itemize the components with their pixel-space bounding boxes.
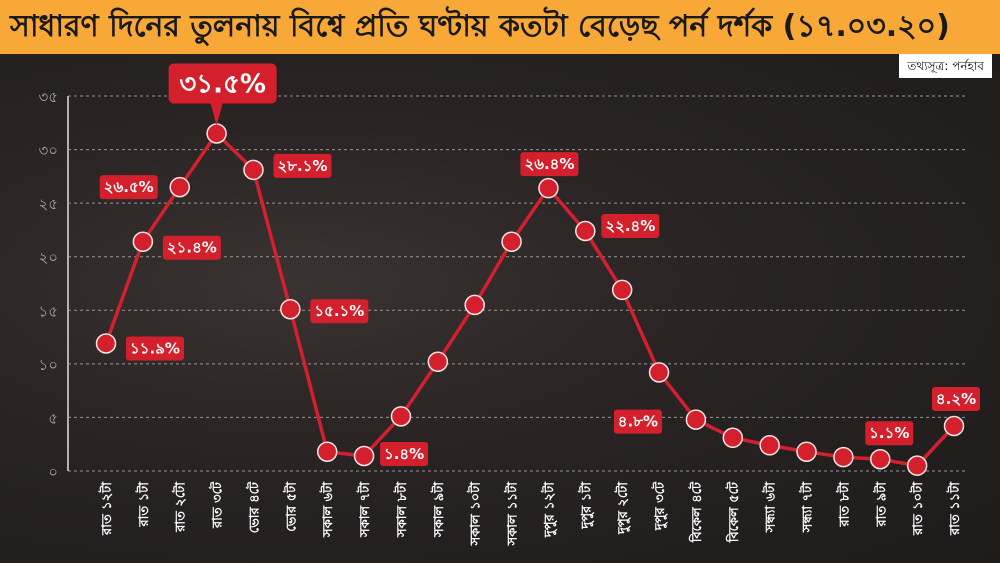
data-point xyxy=(280,298,301,320)
x-tick-label: রাত ১১টা xyxy=(946,481,963,536)
data-point xyxy=(464,294,485,316)
value-label: ২৬.৫% xyxy=(104,178,154,196)
data-point xyxy=(759,435,780,456)
data-point xyxy=(390,406,412,427)
data-point xyxy=(833,446,854,468)
x-tick-label: বিকেল ৪টে xyxy=(688,481,705,543)
value-label: ২১.৪% xyxy=(167,239,217,257)
value-label-box xyxy=(162,235,221,260)
x-tick-label: ভোর ৪টে xyxy=(245,481,262,533)
value-label-box xyxy=(99,175,158,200)
peak-value-label: ৩১.৫% xyxy=(179,70,266,100)
value-label: ১৫.১% xyxy=(314,302,364,320)
data-point xyxy=(538,177,559,199)
value-label: ২২.৪% xyxy=(605,217,655,235)
value-label-box xyxy=(310,299,369,324)
data-point xyxy=(870,448,891,470)
highlight-label-box xyxy=(168,63,277,104)
value-label-box xyxy=(273,153,332,178)
value-label-box xyxy=(613,409,662,434)
value-label-box xyxy=(932,387,980,411)
x-tick-label: সন্ধ্যা ৬টা xyxy=(762,481,779,533)
x-tick-label: সকাল ৯টা xyxy=(430,481,447,538)
data-point xyxy=(169,176,190,198)
y-tick-label: ১৫ xyxy=(39,302,58,320)
x-tick-label: বিকেল ৫টে xyxy=(725,481,742,543)
x-tick-label: রাত ১টা xyxy=(135,481,152,528)
value-label: ২৬.৪% xyxy=(524,155,574,173)
x-tick-label: সন্ধ্যা ৭টা xyxy=(799,481,816,533)
x-tick-label: দুপুর ১টা xyxy=(577,481,595,530)
x-tick-label: রাত ২টো xyxy=(172,481,189,533)
data-point xyxy=(943,415,965,437)
x-tick-label: সকাল ১০টা xyxy=(467,481,484,547)
source-credit: তথ্যসূত্র: পর্নহাব xyxy=(899,54,992,78)
x-tick-label: সকাল ৮টা xyxy=(393,481,410,538)
data-point xyxy=(132,231,154,252)
data-point xyxy=(243,159,264,181)
x-tick-label: সকাল ১১টা xyxy=(504,481,521,547)
data-point xyxy=(501,231,522,252)
x-tick-label: দুপুর ১২টা xyxy=(540,481,558,538)
data-point xyxy=(316,441,338,462)
data-point xyxy=(906,455,928,476)
data-point xyxy=(685,409,707,430)
x-tick-label: দুপুর ৩টে xyxy=(651,481,669,531)
chart-title: সাধারণ দিনের তুলনায় বিশ্বে প্রতি ঘণ্টায… xyxy=(10,9,950,44)
x-tick-label: রাত ১২টা xyxy=(98,481,115,536)
y-tick-label: ২৫ xyxy=(39,195,59,213)
y-tick-label: ৩৫ xyxy=(39,88,59,106)
value-label: ১১.৯% xyxy=(130,340,180,358)
x-tick-label: দুপুর ২টো xyxy=(614,481,632,535)
x-tick-label: রাত ১০টা xyxy=(909,481,926,536)
chart-title-bar: সাধারণ দিনের তুলনায় বিশ্বে প্রতি ঘণ্টায… xyxy=(0,0,1000,54)
highlight-label-pointer xyxy=(210,103,223,126)
x-tick-label: রাত ৯টা xyxy=(872,481,889,528)
value-label-box xyxy=(380,442,429,466)
data-point xyxy=(648,362,670,383)
value-label-box xyxy=(601,214,660,238)
value-label: ১.১% xyxy=(869,424,909,442)
data-point xyxy=(722,427,744,449)
value-label: ৪.৮% xyxy=(618,413,658,431)
data-line xyxy=(104,131,956,468)
data-point xyxy=(427,351,449,372)
y-tick-label: ০ xyxy=(48,463,58,481)
data-point xyxy=(796,441,817,462)
data-point xyxy=(95,333,117,354)
x-tick-label: রাত ৩টে xyxy=(209,481,226,529)
value-label: ১.৪% xyxy=(384,445,424,463)
data-point xyxy=(611,279,633,301)
value-label-box xyxy=(126,336,184,361)
value-label: ২৮.১% xyxy=(278,157,328,175)
y-tick-label: ১০ xyxy=(39,356,59,374)
y-tick-label: ২০ xyxy=(38,249,58,267)
data-point xyxy=(575,220,596,242)
x-tick-label: রাত ৮টা xyxy=(835,481,852,528)
value-label-box xyxy=(865,421,914,446)
value-label: ৪.২% xyxy=(936,390,976,408)
y-tick-label: ৩০ xyxy=(38,142,58,160)
data-point xyxy=(353,445,375,467)
data-point xyxy=(206,123,227,144)
value-label-box xyxy=(520,152,579,177)
chart-background xyxy=(0,54,1000,563)
x-tick-label: ভোর ৫টা xyxy=(282,481,299,532)
y-tick-label: ৫ xyxy=(48,409,58,427)
x-tick-label: সকাল ৭টা xyxy=(356,481,373,538)
x-tick-label: সকাল ৬টা xyxy=(319,481,336,538)
